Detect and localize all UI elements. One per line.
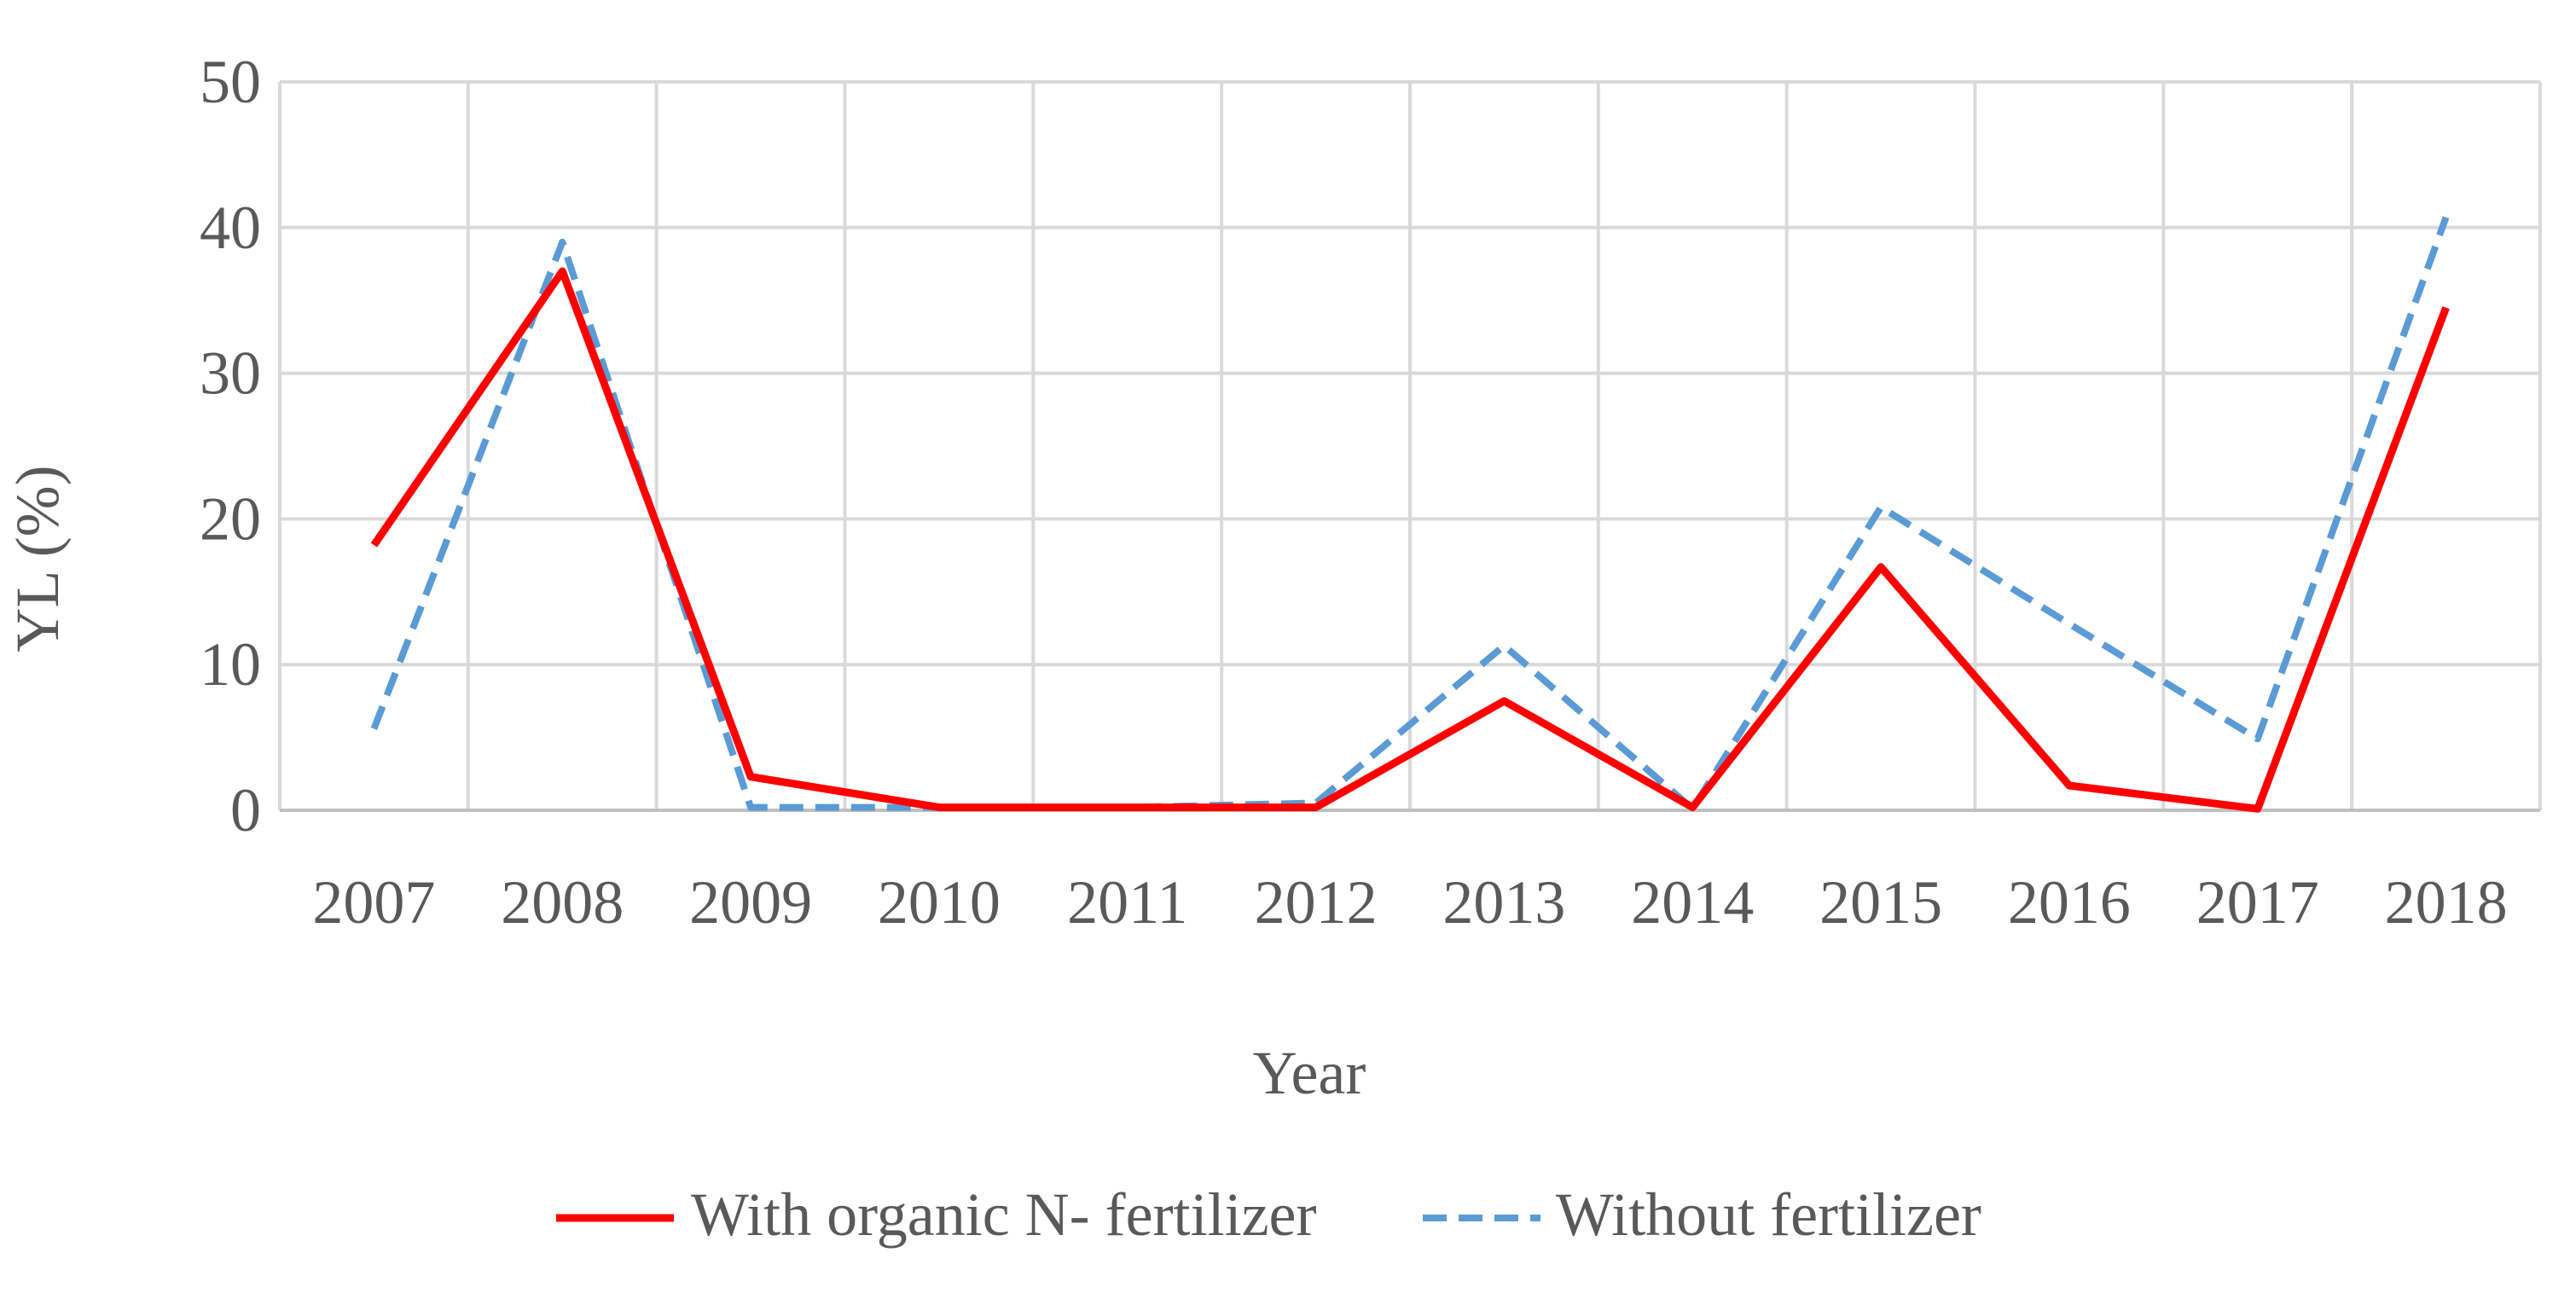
- y-tick-label: 10: [200, 630, 261, 699]
- x-axis-ticks: 2007 2008 2009 2010 2011 2012 2013 2014 2015 2016…: [312, 868, 2507, 937]
- legend: With organic N- fertilizer Without ferti…: [556, 1180, 1981, 1249]
- legend-label-organic: With organic N- fertilizer: [691, 1180, 1316, 1249]
- y-tick-label: 20: [200, 484, 261, 553]
- series-line-without-fertilizer: [370, 216, 2450, 813]
- legend-label-without: Without fertilizer: [1556, 1180, 1981, 1249]
- x-axis-title: Year: [1253, 1039, 1366, 1107]
- x-tick-label: 2012: [1255, 868, 1378, 937]
- x-tick-label: 2011: [1067, 868, 1187, 937]
- series-line-organic-n-fertilizer: [370, 267, 2450, 813]
- x-tick-label: 2009: [689, 868, 812, 937]
- y-tick-label: 50: [200, 48, 261, 116]
- x-tick-label: 2008: [501, 868, 624, 937]
- x-tick-label: 2017: [2196, 868, 2319, 937]
- y-tick-label: 40: [200, 194, 261, 262]
- series-layer: [370, 216, 2450, 813]
- x-tick-label: 2016: [2008, 868, 2131, 937]
- y-tick-label: 30: [200, 339, 261, 408]
- y-tick-label: 0: [230, 776, 261, 844]
- x-tick-label: 2018: [2385, 868, 2508, 937]
- x-tick-label: 2010: [878, 868, 1001, 937]
- x-tick-label: 2015: [1819, 868, 1942, 937]
- y-axis-ticks: 0 10 20 30 40 50: [200, 48, 261, 844]
- x-tick-label: 2014: [1631, 868, 1754, 937]
- x-tick-label: 2007: [312, 868, 435, 937]
- y-axis-title: YL (%): [3, 465, 72, 652]
- x-tick-label: 2013: [1442, 868, 1565, 937]
